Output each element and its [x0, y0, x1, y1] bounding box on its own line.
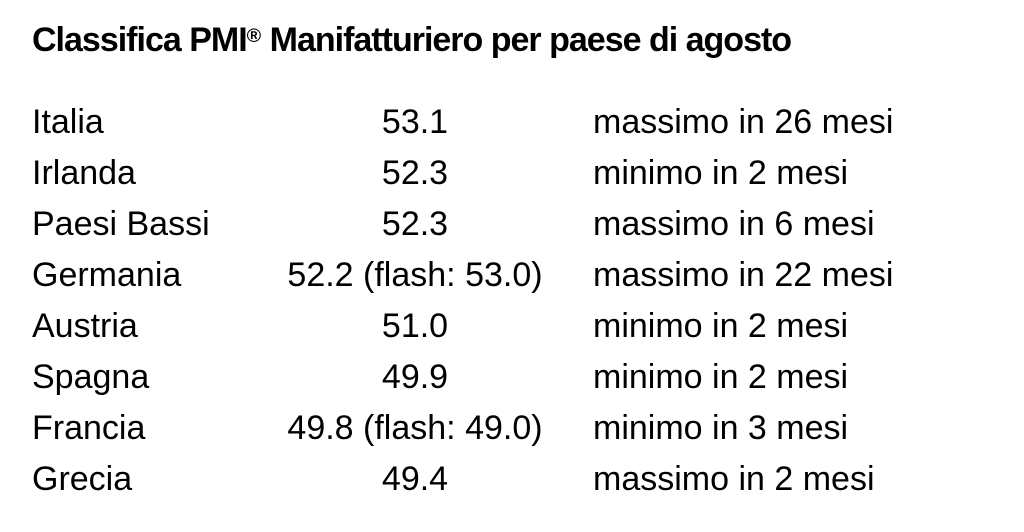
country-cell: Irlanda [32, 153, 136, 192]
value-cell: 52.3 [381, 153, 449, 192]
registered-trademark-symbol: ® [246, 25, 262, 48]
trend-cell: massimo in 2 mesi [593, 459, 875, 498]
table-row: Spagna 49.9 minimo in 2 mesi [32, 352, 1024, 403]
country-cell: Paesi Bassi [32, 204, 210, 243]
trend-cell: minimo in 2 mesi [593, 357, 849, 396]
table-row: Italia 53.1 massimo in 26 mesi [32, 97, 1024, 148]
table-row: Grecia 49.4 massimo in 2 mesi [32, 454, 1024, 505]
value-cell: 49.4 [381, 459, 449, 498]
trend-cell: minimo in 3 mesi [593, 408, 849, 447]
table-row: Paesi Bassi 52.3 massimo in 6 mesi [32, 199, 1024, 250]
pmi-ranking-document: Classifica PMI® Manifatturiero per paese… [32, 20, 1024, 505]
trend-cell: massimo in 22 mesi [593, 255, 894, 294]
title-text-suffix: Manifatturiero per paese di agosto [261, 21, 792, 59]
trend-cell: minimo in 2 mesi [593, 153, 849, 192]
value-cell: 52.3 [381, 204, 449, 243]
country-cell: Germania [32, 255, 182, 294]
trend-cell: minimo in 2 mesi [593, 306, 849, 345]
country-cell: Francia [32, 408, 146, 447]
country-cell: Spagna [32, 357, 150, 396]
page-title: Classifica PMI® Manifatturiero per paese… [32, 20, 1024, 61]
pmi-country-table: Italia 53.1 massimo in 26 mesi Irlanda 52.3 m… [32, 97, 1024, 505]
trend-cell: massimo in 26 mesi [593, 102, 894, 141]
value-cell: 52.2 (flash: 53.0) [287, 255, 543, 294]
value-cell: 53.1 [381, 102, 449, 141]
country-cell: Austria [32, 306, 138, 345]
value-cell: 49.8 (flash: 49.0) [287, 408, 543, 447]
value-cell: 49.9 [381, 357, 449, 396]
title-text: Classifica PMI [32, 21, 248, 59]
table-row: Germania 52.2 (flash: 53.0) massimo in 22 … [32, 250, 1024, 301]
table-row: Irlanda 52.3 minimo in 2 mesi [32, 148, 1024, 199]
country-cell: Grecia [32, 459, 133, 498]
country-cell: Italia [32, 102, 104, 141]
trend-cell: massimo in 6 mesi [593, 204, 875, 243]
table-row: Francia 49.8 (flash: 49.0) minimo in 3 mes… [32, 403, 1024, 454]
value-cell: 51.0 [381, 306, 449, 345]
table-row: Austria 51.0 minimo in 2 mesi [32, 301, 1024, 352]
